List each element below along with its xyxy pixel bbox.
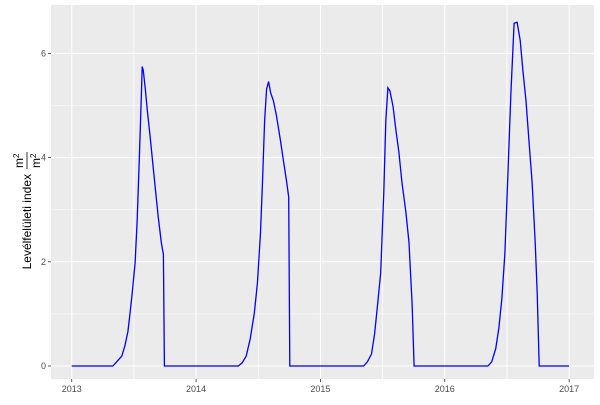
y-axis-unit-denominator: m2: [29, 153, 43, 168]
x-tick-label: 2014: [186, 384, 206, 394]
y-axis-unit-numerator: m2: [12, 153, 26, 168]
x-tick-label: 2016: [435, 384, 455, 394]
plot-panel: [51, 5, 594, 379]
axes: 2013 2014 2015 2016 2017 0 2 4 6: [41, 48, 579, 394]
y-tick-label: 6: [41, 48, 46, 58]
y-tick-label: 4: [41, 153, 46, 163]
x-tick-label: 2017: [559, 384, 579, 394]
y-axis-title: Levélfelületi index m2 m2: [12, 152, 43, 269]
y-tick-label: 2: [41, 257, 46, 267]
y-axis-label: Levélfelületi index: [20, 174, 34, 269]
series-line: [71, 21, 570, 367]
grid: [51, 5, 594, 379]
x-tick-label: 2015: [310, 384, 330, 394]
x-tick-label: 2013: [62, 384, 82, 394]
y-tick-label: 0: [41, 361, 46, 371]
